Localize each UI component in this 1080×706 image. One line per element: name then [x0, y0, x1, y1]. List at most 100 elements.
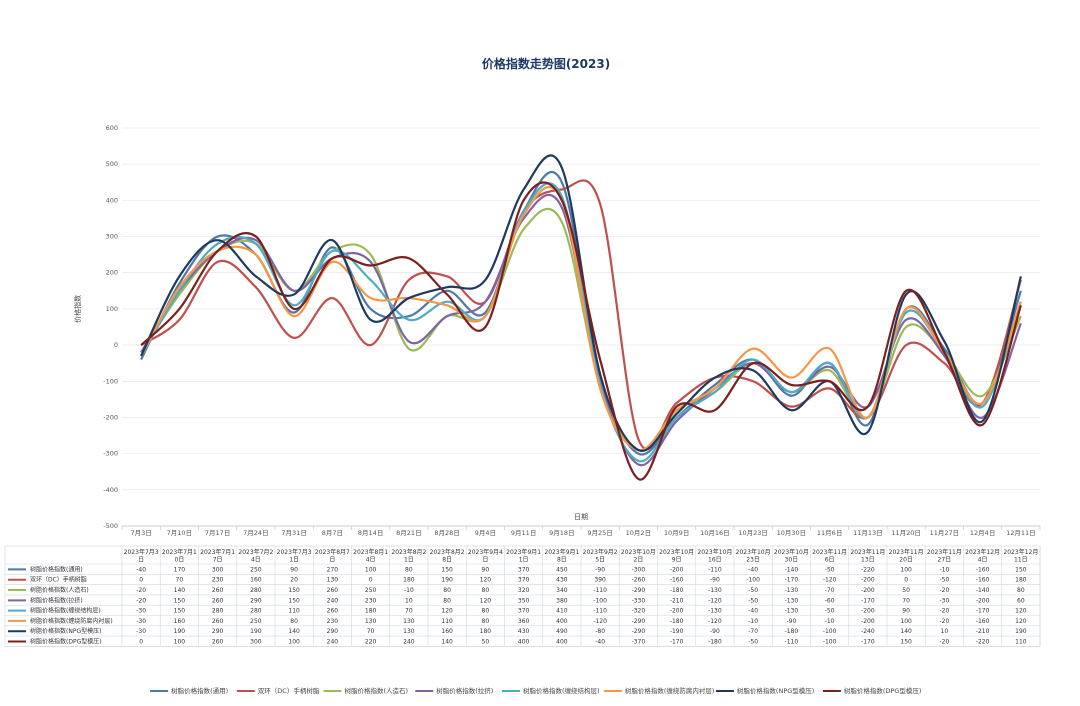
x-tick-label: 11月13日: [853, 529, 883, 537]
table-header-line2: 0日: [174, 557, 184, 564]
table-cell-value: 280: [250, 608, 262, 615]
table-cell-value: -50: [748, 587, 758, 594]
series-line-2: [140, 179, 1022, 451]
table-cell-value: 70: [176, 577, 184, 584]
table-cell-value: 340: [556, 587, 568, 594]
table-cell-value: 10: [941, 628, 949, 635]
table-cell-value: -100: [823, 639, 837, 646]
table-cell-value: -50: [825, 608, 835, 615]
y-tick-label: 600: [106, 124, 118, 132]
table-cell-value: -110: [593, 608, 607, 615]
table-header-line1: 2023年7月1: [200, 548, 235, 556]
x-tick-label: 9月4日: [475, 529, 496, 537]
table-cell-value: -70: [825, 587, 835, 594]
y-tick-label: -500: [103, 522, 118, 530]
table-cell-value: 300: [250, 639, 262, 646]
table-cell-value: 100: [900, 618, 912, 625]
x-tick-label: 7月31日: [281, 529, 306, 537]
table-cell-value: 110: [288, 608, 300, 615]
table-header-line1: 2023年8月7: [315, 548, 350, 556]
table-cell-value: 280: [250, 587, 262, 594]
x-tick-label: 8月21日: [396, 529, 421, 537]
table-cell-value: -320: [632, 608, 646, 615]
table-cell-value: -170: [670, 639, 684, 646]
table-header-line1: 2023年7月3: [124, 548, 159, 556]
x-tick-label: 8月7日: [322, 529, 343, 537]
table-cell-value: -110: [785, 639, 799, 646]
x-tick-label: 12月11日: [1006, 529, 1036, 537]
table-header-line1: 2023年10月: [659, 548, 694, 556]
table-cell-value: 250: [365, 587, 377, 594]
table-cell-value: -220: [976, 639, 990, 646]
legend-label: 树脂价格指数(缠绕防腐内衬层): [625, 686, 715, 695]
table-cell-value: -40: [748, 608, 758, 615]
table-cell-value: 400: [556, 639, 568, 646]
table-cell-value: -100: [823, 628, 837, 635]
table-header-line2: 30日: [785, 557, 799, 564]
table-cell-value: 140: [288, 628, 300, 635]
table-cell-value: 80: [482, 618, 490, 625]
table-cell-value: 80: [443, 597, 451, 604]
table-series-label: 双环（DC）手柄树脂: [30, 576, 87, 584]
table-cell-value: -30: [136, 628, 146, 635]
table-cell-value: -120: [708, 618, 722, 625]
table-header-line2: 11日: [1014, 557, 1028, 564]
table-cell-value: -130: [708, 608, 722, 615]
table-cell-value: -120: [593, 618, 607, 625]
table-cell-value: -40: [136, 566, 146, 573]
table-cell-value: -290: [632, 628, 646, 635]
y-tick-label: -200: [103, 413, 118, 421]
table-header-line1: 2023年7月2: [238, 548, 273, 556]
table-cell-value: 280: [212, 608, 224, 615]
table-cell-value: -200: [670, 608, 684, 615]
table-cell-value: -50: [939, 577, 949, 584]
table-header-line1: 2023年8月1: [353, 548, 388, 556]
table-cell-value: -130: [785, 587, 799, 594]
legend-label: 树脂价格指数(DPG型模压): [844, 686, 922, 695]
table-cell-value: -200: [861, 587, 875, 594]
table-cell-value: 10: [405, 597, 413, 604]
table-header-line2: 4日: [978, 557, 988, 564]
table-cell-value: 0: [139, 639, 143, 646]
table-header-line2: 8日: [442, 557, 452, 564]
table-cell-value: -100: [593, 597, 607, 604]
table-header-line2: 23日: [746, 557, 760, 564]
table-header-line2: 1日: [289, 557, 299, 564]
table-cell-value: 80: [1017, 587, 1025, 594]
y-tick-label: -300: [103, 450, 118, 458]
table-cell-value: 90: [290, 566, 298, 573]
y-axis-label: 价格指数: [73, 295, 82, 323]
table-cell-value: 50: [482, 639, 490, 646]
table-cell-value: 150: [288, 587, 300, 594]
table-cell-value: 80: [482, 587, 490, 594]
table-header-line1: 2023年11月: [812, 548, 847, 556]
table-cell-value: 220: [365, 639, 377, 646]
table-header-line1: 2023年9月2: [583, 548, 618, 556]
table-cell-value: -180: [670, 587, 684, 594]
table-cell-value: 250: [250, 618, 262, 625]
table-cell-value: -20: [136, 587, 146, 594]
table-cell-value: 150: [441, 566, 453, 573]
x-tick-label: 11月6日: [817, 529, 842, 537]
table-cell-value: 240: [403, 639, 415, 646]
x-tick-label: 12月4日: [970, 529, 995, 537]
table-cell-value: 0: [904, 577, 908, 584]
table-cell-value: -170: [861, 597, 875, 604]
table-cell-value: 180: [480, 628, 492, 635]
table-cell-value: -220: [861, 566, 875, 573]
legend-label: 树脂价格指数(人造石): [345, 686, 409, 695]
table-cell-value: 190: [1015, 628, 1027, 635]
table-cell-value: 430: [518, 628, 530, 635]
legend-label: 树脂价格指数(NPG型模压): [737, 686, 814, 695]
table-cell-value: 140: [174, 587, 186, 594]
table-cell-value: 100: [174, 639, 186, 646]
table-cell-value: -90: [595, 566, 605, 573]
series-line-7: [140, 154, 1022, 452]
table-cell-value: -30: [136, 618, 146, 625]
table-cell-value: -130: [785, 608, 799, 615]
table-cell-value: 110: [441, 618, 453, 625]
table-cell-value: 260: [212, 597, 224, 604]
x-tick-label: 10月30日: [777, 529, 807, 537]
table-cell-value: -10: [939, 566, 949, 573]
table-cell-value: 150: [1015, 566, 1027, 573]
